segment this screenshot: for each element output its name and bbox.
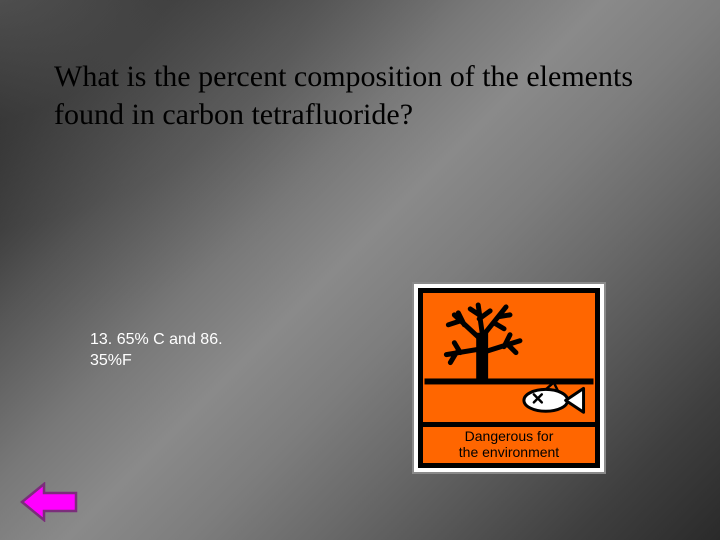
- question-text: What is the percent composition of the e…: [54, 58, 654, 133]
- hazard-pictogram: [418, 288, 600, 427]
- hazard-caption-line1: Dangerous for: [465, 428, 554, 444]
- hazard-sign-inner: Dangerous for the environment: [418, 288, 600, 468]
- dead-tree-fish-icon: [423, 293, 595, 422]
- slide-background: What is the percent composition of the e…: [0, 0, 720, 540]
- hazard-sign: Dangerous for the environment: [412, 282, 606, 474]
- back-arrow-icon: [20, 482, 78, 522]
- hazard-caption: Dangerous for the environment: [418, 427, 600, 468]
- hazard-caption-line2: the environment: [459, 444, 559, 460]
- answer-text: 13. 65% C and 86. 35%F: [90, 330, 250, 372]
- back-arrow-button[interactable]: [20, 482, 78, 522]
